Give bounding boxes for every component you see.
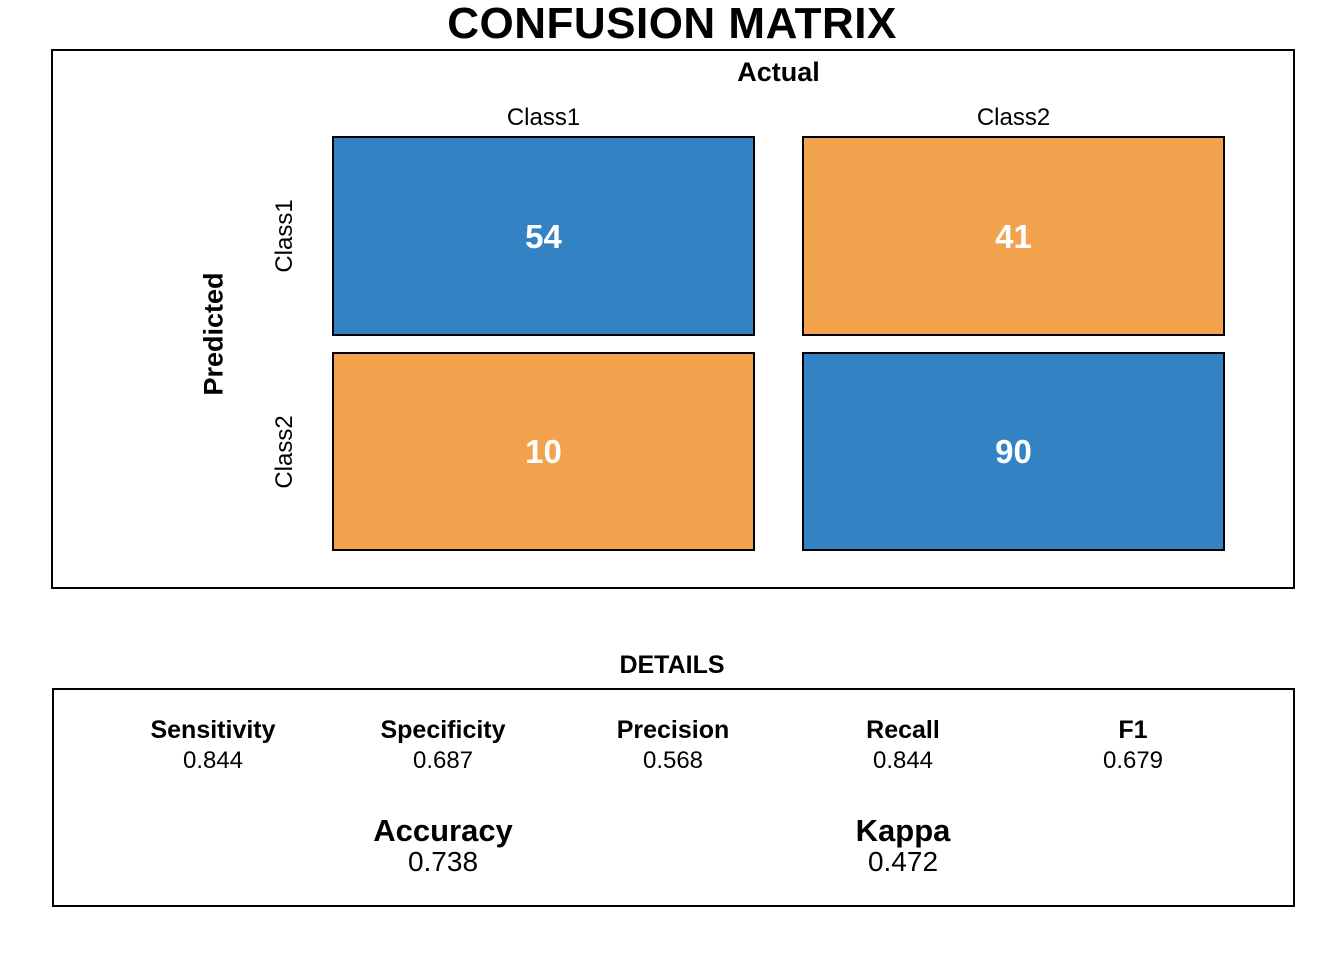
row-header-class2: Class2 — [271, 415, 298, 489]
metric-kappa: Kappa 0.472 — [788, 814, 1018, 876]
confusion-matrix-panel: Actual Class1 Class2 Predicted Class1 Cl… — [51, 49, 1295, 589]
metric-label: Specificity — [380, 716, 506, 744]
cell-value-false-class1: 10 — [525, 433, 562, 470]
metric-value: 0.472 — [867, 846, 939, 877]
metric-label: Recall — [866, 716, 940, 744]
metric-value: 0.568 — [642, 747, 704, 774]
x-axis-label-actual: Actual — [737, 57, 820, 87]
cell-value-true-class2: 90 — [995, 433, 1032, 470]
metrics-row: Sensitivity 0.844 Specificity 0.687 Prec… — [54, 690, 1293, 778]
metric-recall: Recall 0.844 — [788, 716, 1018, 778]
metric-accuracy: Accuracy 0.738 — [328, 814, 558, 876]
spacer — [558, 814, 788, 876]
metric-sensitivity: Sensitivity 0.844 — [98, 716, 328, 778]
y-axis-label-predicted: Predicted — [198, 272, 229, 396]
page-title: CONFUSION MATRIX — [447, 0, 897, 48]
column-header-class2: Class2 — [976, 104, 1051, 131]
metric-value: 0.679 — [1102, 747, 1164, 774]
matrix-cell-pred1-actual1: 54 — [332, 136, 755, 336]
metric-label: Precision — [616, 716, 730, 744]
metric-f1: F1 0.679 — [1018, 716, 1248, 778]
matrix-cell-pred1-actual2: 41 — [802, 136, 1225, 336]
metric-precision: Precision 0.568 — [558, 716, 788, 778]
matrix-cell-pred2-actual2: 90 — [802, 352, 1225, 551]
details-panel: Sensitivity 0.844 Specificity 0.687 Prec… — [52, 688, 1295, 907]
metric-value: 0.738 — [407, 846, 479, 877]
matrix-cell-pred2-actual1: 10 — [332, 352, 755, 551]
cell-value-false-class2: 41 — [995, 217, 1032, 255]
metric-specificity: Specificity 0.687 — [328, 716, 558, 778]
metric-label: Sensitivity — [150, 716, 276, 744]
row-header-class1: Class1 — [271, 199, 298, 273]
metric-label: F1 — [1118, 716, 1148, 744]
metric-value: 0.844 — [182, 747, 244, 774]
metric-label: Kappa — [855, 813, 951, 848]
cell-value-true-class1: 54 — [525, 217, 562, 255]
overall-row: Accuracy 0.738 Kappa 0.472 — [54, 778, 1293, 876]
column-header-class1: Class1 — [506, 104, 581, 131]
spacer — [98, 814, 328, 876]
metric-value: 0.687 — [412, 747, 474, 774]
metric-value: 0.844 — [872, 747, 934, 774]
metric-label: Accuracy — [373, 813, 513, 848]
details-section-title: DETAILS — [619, 651, 725, 679]
